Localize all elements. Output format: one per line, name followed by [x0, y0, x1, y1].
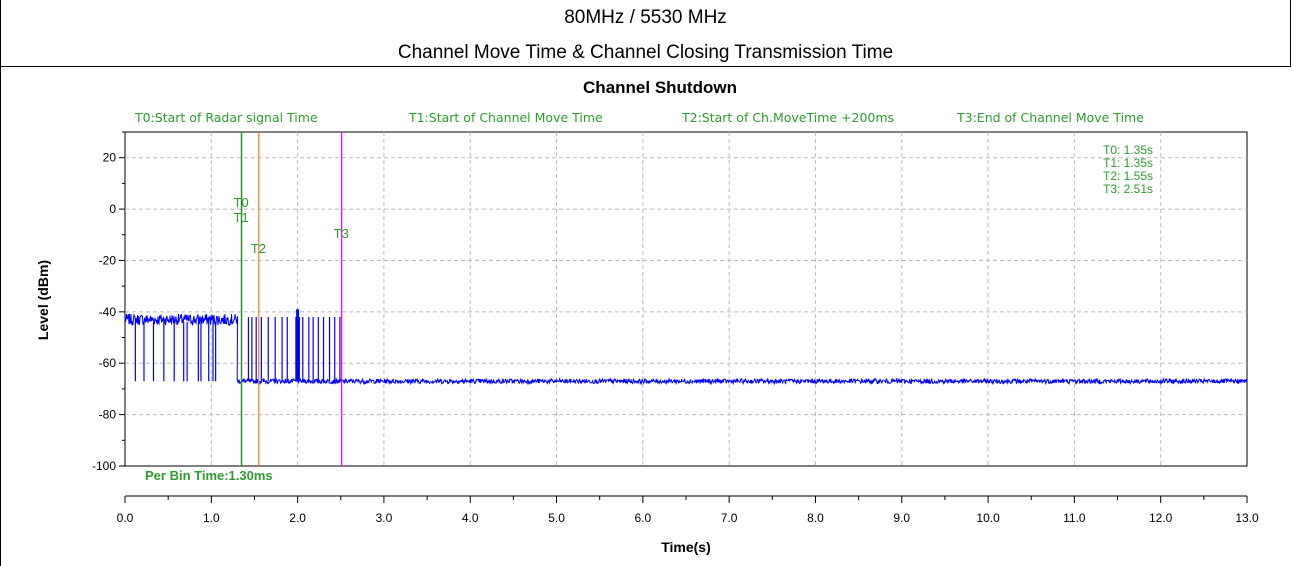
y-tick-label: 0 [109, 202, 116, 216]
header-title-line2: Channel Move Time & Channel Closing Tran… [397, 42, 894, 63]
legend-item-2: T2:Start of Ch.MoveTime +200ms [681, 110, 894, 125]
signal-trace [124, 309, 1248, 386]
header-title-line1: 80MHz / 5530 MHz [564, 7, 727, 28]
x-tick-label: 2.0 [289, 511, 306, 525]
marker-readout-2: T2: 1.55s [1103, 169, 1153, 183]
left-border [0, 66, 1, 566]
plot-area [124, 131, 1248, 467]
x-tick-label: 9.0 [893, 511, 910, 525]
x-tick-label: 5.0 [548, 511, 565, 525]
grid-lines [125, 132, 1247, 466]
legend-item-0: T0:Start of Radar signal Time [134, 110, 318, 125]
x-tick-label: 12.0 [1149, 511, 1173, 525]
y-tick-label: -80 [99, 408, 117, 422]
x-tick-label: 11.0 [1063, 511, 1086, 525]
x-tick-label: 13.0 [1235, 511, 1259, 525]
marker-readout-1: T1: 1.35s [1103, 156, 1153, 170]
y-axis: 20 0 -20 -40 -60 -80 -100 [92, 131, 125, 473]
y-tick-label: -60 [99, 356, 117, 370]
x-tick-label: 6.0 [635, 511, 652, 525]
x-tick-label: 3.0 [376, 511, 393, 525]
y-tick-label: -40 [99, 305, 117, 319]
marker-readout-3: T3: 2.51s [1103, 182, 1153, 196]
legend-item-3: T3:End of Channel Move Time [956, 110, 1144, 125]
signal-line [124, 312, 1248, 386]
x-tick-label: 1.0 [203, 511, 220, 525]
y-tick-label: -20 [99, 253, 117, 267]
x-tick-label: 0.0 [117, 511, 134, 525]
legend-item-1: T1:Start of Channel Move Time [408, 110, 603, 125]
marker-legend: T0:Start of Radar signal Time T1:Start of… [134, 110, 1144, 125]
x-axis: 0.0 1.0 2.0 3.0 4.0 5.0 6.0 7.0 8.0 9.0 10.0 11.0 12… [117, 495, 1259, 525]
header-box [0, 0, 1291, 67]
y-tick-label: 20 [103, 151, 117, 165]
marker-label-t3: T3 [334, 226, 349, 241]
chart-title: Channel Shutdown [583, 78, 737, 97]
x-tick-label: 8.0 [807, 511, 824, 525]
x-tick-label: 7.0 [721, 511, 738, 525]
per-bin-time-annotation: Per Bin Time:1.30ms [145, 468, 273, 483]
x-tick-label: 10.0 [976, 511, 1000, 525]
marker-readout-0: T0: 1.35s [1103, 143, 1153, 157]
x-axis-label: Time(s) [661, 539, 711, 555]
x-tick-label: 4.0 [462, 511, 479, 525]
marker-label-t1: T1 [234, 210, 249, 225]
marker-label-t2: T2 [251, 241, 266, 256]
y-tick-label: -100 [92, 459, 116, 473]
marker-lines: T0T1T2T3 [234, 132, 349, 466]
y-axis-label: Level (dBm) [35, 260, 51, 340]
